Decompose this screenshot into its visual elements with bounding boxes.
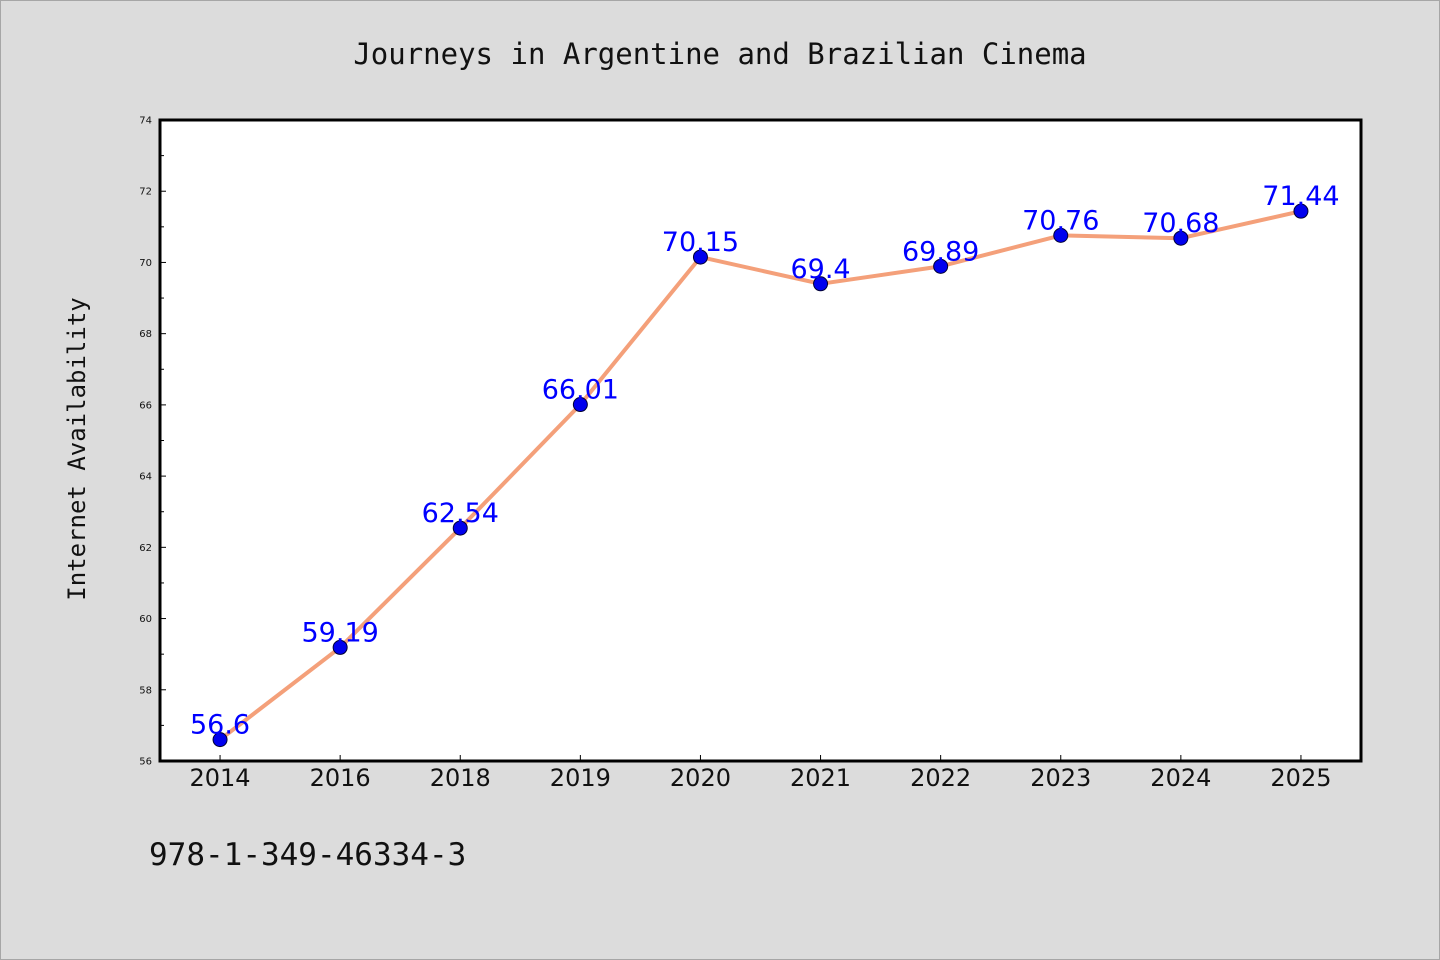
x-tick-label: 2024 bbox=[1150, 764, 1211, 792]
data-label: 56.6 bbox=[190, 710, 250, 741]
footnote-isbn: 978-1-349-46334-3 bbox=[149, 837, 466, 873]
data-point bbox=[692, 249, 708, 265]
data-point bbox=[1293, 203, 1309, 219]
x-axis: 2014 2016 2018 2019 2020 2021 2022 2023 2024 2025 bbox=[190, 755, 1331, 792]
y-tick-label: 74 bbox=[139, 116, 152, 127]
y-tick-label: 66 bbox=[139, 400, 152, 411]
x-tick-label: 2021 bbox=[790, 764, 851, 792]
data-point bbox=[212, 732, 228, 748]
y-tick-label: 70 bbox=[139, 258, 152, 269]
data-point bbox=[1053, 227, 1069, 243]
data-point bbox=[332, 639, 348, 655]
plot-area bbox=[158, 118, 1363, 763]
data-point bbox=[933, 258, 949, 274]
x-tick-label: 2016 bbox=[310, 764, 371, 792]
y-tick-label: 62 bbox=[139, 543, 152, 554]
y-tick-label: 60 bbox=[139, 614, 152, 625]
x-tick-label: 2014 bbox=[190, 764, 251, 792]
data-label: 71.44 bbox=[1262, 181, 1339, 212]
y-tick-label: 58 bbox=[139, 685, 152, 696]
data-label: 69.89 bbox=[902, 236, 979, 267]
data-label: 70.15 bbox=[662, 227, 739, 258]
y-tick-label: 64 bbox=[139, 472, 152, 483]
data-label: 69.4 bbox=[790, 254, 850, 285]
data-label: 66.01 bbox=[542, 375, 619, 406]
data-point bbox=[452, 520, 468, 536]
data-point bbox=[1173, 230, 1189, 246]
chart-title: Journeys in Argentine and Brazilian Cine… bbox=[353, 37, 1086, 71]
x-tick-label: 2025 bbox=[1270, 764, 1331, 792]
x-tick-label: 2023 bbox=[1030, 764, 1091, 792]
x-tick-label: 2022 bbox=[910, 764, 971, 792]
data-label: 59.19 bbox=[302, 617, 379, 648]
y-tick-label: 56 bbox=[139, 757, 152, 768]
data-point bbox=[813, 276, 829, 292]
series-group bbox=[212, 203, 1309, 748]
x-tick-label: 2018 bbox=[430, 764, 491, 792]
series-line bbox=[218, 209, 1302, 742]
x-tick-label: 2019 bbox=[550, 764, 611, 792]
data-label: 62.54 bbox=[422, 498, 499, 529]
y-tick-label: 72 bbox=[139, 187, 152, 198]
y-axis-label: Internet Availability bbox=[63, 297, 91, 600]
y-tick-label: 68 bbox=[139, 329, 152, 340]
data-label: 70.76 bbox=[1022, 205, 1099, 236]
x-tick-label: 2020 bbox=[670, 764, 731, 792]
data-labels: 56.6 59.19 62.54 66.01 70.15 69.4 69.89 70.76 70… bbox=[190, 181, 1340, 740]
data-label: 70.68 bbox=[1142, 208, 1219, 239]
data-point bbox=[572, 397, 588, 413]
y-axis: 56 58 60 62 64 66 68 70 72 74 bbox=[139, 116, 166, 768]
